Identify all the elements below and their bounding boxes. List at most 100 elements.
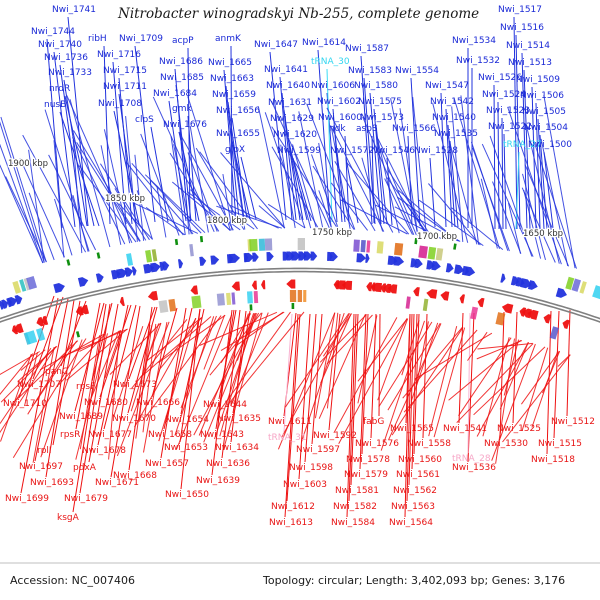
forward-gene-label[interactable]: aspS [356, 124, 378, 134]
reverse-gene-label[interactable]: Nwi_1653 [164, 443, 208, 453]
reverse-gene-label[interactable]: Nwi_1579 [344, 470, 388, 480]
reverse-gene-label[interactable]: Nwi_1689 [59, 412, 103, 422]
forward-gene-label[interactable]: Nwi_1659 [212, 90, 256, 100]
reverse-gene-label[interactable]: Nwi_1582 [333, 502, 377, 512]
forward-gene-label[interactable]: Nwi_1546 [371, 146, 415, 156]
reverse-gene-label[interactable]: Nwi_1512 [551, 417, 595, 427]
reverse-trna-label[interactable]: tRNA_28 [452, 454, 491, 464]
forward-gene-label[interactable]: Nwi_1640 [266, 81, 310, 91]
forward-gene-label[interactable]: Nwi_1715 [103, 66, 147, 76]
forward-gene-label[interactable]: Nwi_1535 [434, 129, 478, 139]
reverse-gene-label[interactable]: Nwi_1612 [271, 502, 315, 512]
forward-gene-label[interactable]: ndk [329, 124, 346, 134]
forward-gene-label[interactable]: Nwi_1572 [330, 146, 374, 156]
forward-gene-label[interactable]: Nwi_1526 [478, 73, 522, 83]
reverse-gene-label[interactable]: Nwi_1697 [19, 462, 63, 472]
forward-gene-label[interactable]: Nwi_1500 [528, 140, 572, 150]
reverse-gene-label[interactable]: Nwi_1707 [17, 380, 61, 390]
reverse-gene-label[interactable]: Nwi_1635 [217, 414, 261, 424]
reverse-gene-label[interactable]: Nwi_1518 [531, 455, 575, 465]
reverse-trna-label[interactable]: tRNA_31 [268, 433, 307, 443]
reverse-gene-label[interactable]: Nwi_1592 [313, 431, 357, 441]
reverse-gene-label[interactable]: Nwi_1515 [538, 439, 582, 449]
forward-gene-label[interactable]: Nwi_1744 [31, 27, 75, 37]
forward-gene-label[interactable]: Nwi_1686 [159, 57, 203, 67]
reverse-gene-label[interactable]: pdxA [73, 463, 97, 473]
reverse-gene-label[interactable]: Nwi_1578 [346, 455, 390, 465]
forward-gene-label[interactable]: Nwi_1534 [452, 36, 496, 46]
forward-gene-label[interactable]: Nwi_1573 [360, 113, 404, 123]
reverse-gene-label[interactable]: rpsF [76, 382, 95, 392]
reverse-gene-label[interactable]: Nwi_1558 [407, 439, 451, 449]
reverse-gene-label[interactable]: Nwi_1530 [484, 439, 528, 449]
reverse-gene-label[interactable]: Nwi_1562 [393, 486, 437, 496]
reverse-gene-label[interactable]: Nwi_1576 [355, 439, 399, 449]
forward-gene-label[interactable]: Nwi_1676 [163, 120, 207, 130]
forward-gene-label[interactable]: Nwi_1716 [97, 50, 141, 60]
forward-gene-label[interactable]: nusB [44, 100, 66, 110]
forward-gene-label[interactable]: Nwi_1711 [103, 82, 147, 92]
forward-gene-label[interactable]: Nwi_1736 [44, 53, 88, 63]
forward-gene-label[interactable]: glpX [225, 145, 245, 155]
forward-gene-label[interactable]: Nwi_1614 [302, 38, 346, 48]
reverse-gene-label[interactable]: Nwi_1603 [283, 480, 327, 490]
forward-gene-label[interactable]: Nwi_1524 [482, 90, 526, 100]
forward-gene-label[interactable]: Nwi_1684 [153, 89, 197, 99]
forward-gene-label[interactable]: Nwi_1587 [345, 44, 389, 54]
forward-gene-label[interactable]: anmK [215, 34, 242, 44]
reverse-gene-label[interactable]: ksgA [57, 513, 80, 523]
reverse-gene-label[interactable]: Nwi_1658 [148, 430, 192, 440]
forward-gene-label[interactable]: Nwi_1540 [432, 113, 476, 123]
forward-gene-label[interactable]: Nwi_1647 [254, 40, 298, 50]
forward-gene-label[interactable]: Nwi_1523 [486, 106, 530, 116]
forward-gene-label[interactable]: Nwi_1580 [354, 81, 398, 91]
forward-gene-label[interactable]: Nwi_1504 [524, 123, 568, 133]
forward-gene-label[interactable]: Nwi_1505 [522, 107, 566, 117]
reverse-gene-label[interactable]: Nwi_1643 [200, 430, 244, 440]
reverse-gene-label[interactable]: Nwi_1634 [215, 443, 259, 453]
forward-gene-label[interactable]: Nwi_1528 [414, 146, 458, 156]
forward-gene-label[interactable]: ribH [88, 34, 107, 44]
reverse-gene-label[interactable]: Nwi_1650 [165, 490, 209, 500]
forward-gene-label[interactable]: Nwi_1606 [311, 81, 355, 91]
forward-gene-label[interactable]: Nwi_1620 [273, 130, 317, 140]
reverse-gene-label[interactable]: Nwi_1699 [5, 494, 49, 504]
reverse-gene-label[interactable]: Nwi_1597 [296, 445, 340, 455]
forward-gene-label[interactable]: Nwi_1506 [520, 91, 564, 101]
reverse-gene-label[interactable]: Nwi_1671 [95, 478, 139, 488]
forward-gene-label[interactable]: Nwi_1709 [119, 34, 163, 44]
reverse-gene-label[interactable]: Nwi_1666 [136, 398, 180, 408]
forward-gene-label[interactable]: Nwi_1740 [38, 40, 82, 50]
forward-gene-label[interactable]: Nwi_1656 [216, 106, 260, 116]
reverse-gene-label[interactable]: Nwi_1561 [396, 470, 440, 480]
forward-gene-label[interactable]: Nwi_1599 [277, 146, 321, 156]
reverse-gene-label[interactable]: Nwi_1670 [112, 414, 156, 424]
reverse-gene-label[interactable]: rpsR [60, 430, 80, 440]
forward-gene-label[interactable]: Nwi_1741 [52, 5, 96, 15]
reverse-gene-label[interactable]: Nwi_1644 [203, 400, 247, 410]
forward-gene-label[interactable]: Nwi_1602 [317, 97, 361, 107]
forward-gene-label[interactable]: Nwi_1685 [160, 73, 204, 83]
forward-gene-label[interactable]: Nwi_1665 [208, 58, 252, 68]
forward-gene-label[interactable]: Nwi_1733 [48, 68, 92, 78]
forward-gene-label[interactable]: Nwi_1513 [508, 58, 552, 68]
reverse-gene-label[interactable]: Nwi_1710 [3, 399, 47, 409]
forward-gene-label[interactable]: Nwi_1641 [264, 65, 308, 75]
reverse-gene-label[interactable]: Nwi_1613 [269, 518, 313, 528]
forward-gene-label[interactable]: Nwi_1631 [268, 98, 312, 108]
reverse-gene-label[interactable]: Nwi_1654 [165, 415, 209, 425]
forward-gene-label[interactable]: Nwi_1547 [425, 81, 469, 91]
forward-gene-label[interactable]: Nwi_1566 [392, 124, 436, 134]
forward-gene-label[interactable]: gmk [172, 104, 192, 114]
forward-trna-label[interactable]: tRNA_27 [503, 140, 542, 150]
forward-gene-label[interactable]: Nwi_1663 [210, 74, 254, 84]
reverse-gene-label[interactable]: Nwi_1657 [145, 459, 189, 469]
reverse-gene-label[interactable]: fabG [363, 417, 384, 427]
reverse-gene-label[interactable]: Nwi_1560 [398, 455, 442, 465]
forward-gene-label[interactable]: nrdR [49, 84, 70, 94]
reverse-gene-label[interactable]: Nwi_1598 [289, 463, 333, 473]
forward-gene-label[interactable]: Nwi_1516 [500, 23, 544, 33]
reverse-gene-label[interactable]: Nwi_1677 [88, 430, 132, 440]
reverse-gene-label[interactable]: Nwi_1541 [443, 424, 487, 434]
reverse-gene-label[interactable]: Nwi_1679 [64, 494, 108, 504]
